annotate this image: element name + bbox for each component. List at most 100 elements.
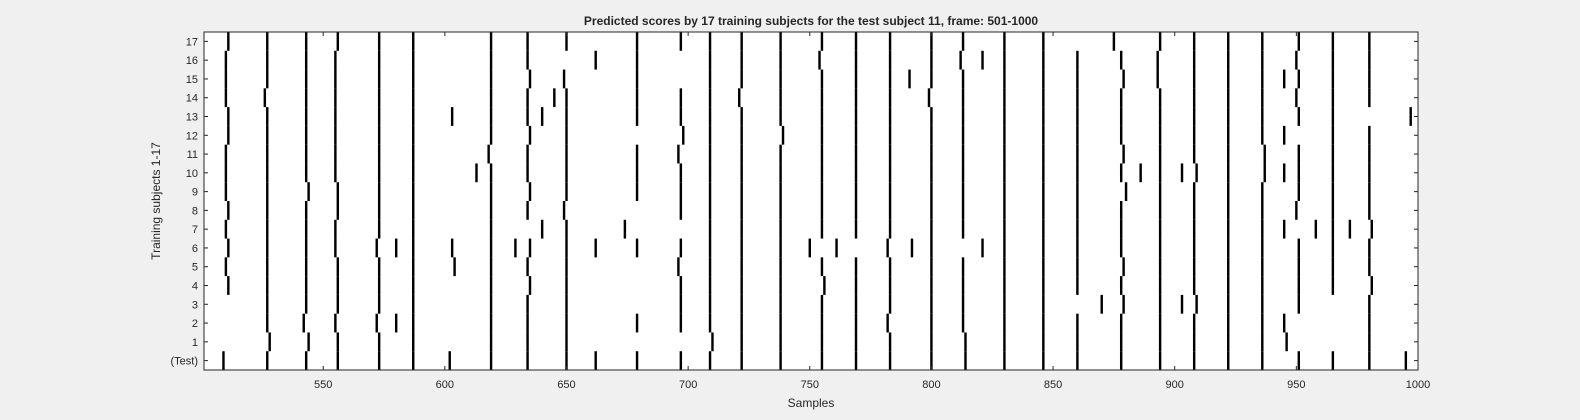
event-mark: [304, 219, 308, 239]
event-mark: [808, 238, 811, 258]
event-mark: [927, 88, 931, 108]
event-mark: [1122, 294, 1125, 314]
event-mark: [304, 201, 308, 220]
event-mark: [888, 257, 892, 277]
x-tick-label: 900: [1166, 379, 1184, 391]
y-tick-label: 8: [192, 205, 198, 217]
event-mark: [779, 294, 782, 314]
event-mark: [1119, 125, 1123, 145]
event-mark: [1119, 332, 1123, 352]
event-mark: [489, 238, 493, 258]
event-mark: [1331, 50, 1335, 70]
event-mark: [854, 32, 858, 51]
event-mark: [708, 257, 712, 277]
event-mark: [334, 238, 337, 258]
event-mark: [1368, 332, 1371, 352]
event-mark: [835, 238, 838, 258]
event-mark: [489, 163, 493, 183]
event-mark: [682, 125, 685, 145]
y-tick-label: 10: [186, 168, 198, 180]
event-mark: [489, 351, 493, 370]
event-mark: [475, 163, 478, 183]
event-mark: [224, 69, 228, 89]
y-tick-label: 14: [186, 93, 198, 105]
event-mark: [1368, 50, 1371, 70]
event-mark: [1119, 163, 1123, 183]
event-mark: [526, 351, 529, 370]
event-mark: [820, 351, 824, 370]
event-mark: [1368, 144, 1371, 164]
event-mark: [336, 332, 340, 352]
event-mark: [886, 238, 889, 258]
event-mark: [412, 107, 415, 126]
event-mark: [1076, 257, 1079, 277]
event-mark: [1076, 182, 1079, 201]
event-mark: [1158, 88, 1162, 108]
event-mark: [1042, 125, 1045, 145]
event-mark: [336, 294, 340, 314]
event-mark: [1119, 219, 1123, 239]
event-mark: [334, 163, 337, 183]
event-mark: [1227, 201, 1230, 220]
event-mark: [1261, 294, 1264, 314]
event-mark: [1282, 125, 1286, 145]
event-mark: [888, 332, 892, 352]
event-mark: [526, 88, 529, 108]
event-mark: [562, 69, 566, 89]
y-tick-label: (Test): [171, 356, 199, 368]
event-mark: [565, 88, 568, 108]
event-mark: [594, 238, 597, 258]
event-mark: [1042, 332, 1045, 352]
event-mark: [1297, 238, 1301, 258]
event-mark: [377, 50, 381, 70]
event-mark: [961, 313, 965, 333]
event-mark: [888, 163, 892, 183]
event-mark: [377, 201, 381, 220]
event-mark: [304, 276, 308, 295]
event-mark: [266, 125, 269, 145]
event-mark: [779, 88, 782, 108]
event-mark: [1119, 313, 1123, 333]
event-mark: [565, 313, 568, 333]
event-mark: [779, 332, 782, 352]
event-mark: [679, 238, 683, 258]
event-mark: [1158, 313, 1162, 333]
event-mark: [565, 257, 568, 277]
axes-box: [203, 31, 1419, 371]
event-mark: [412, 313, 415, 333]
event-mark: [377, 32, 381, 51]
event-mark: [377, 257, 381, 277]
event-mark: [740, 313, 743, 333]
event-mark: [565, 107, 568, 126]
event-mark: [526, 313, 529, 333]
event-mark: [1261, 107, 1264, 126]
event-mark: [1261, 276, 1264, 295]
event-mark: [227, 276, 230, 295]
x-tick-label: 700: [679, 379, 697, 391]
event-mark: [854, 50, 858, 70]
event-mark: [565, 182, 568, 201]
event-mark: [336, 201, 340, 220]
x-tick-label: 850: [1044, 379, 1062, 391]
event-mark: [1261, 32, 1264, 51]
event-mark: [779, 219, 782, 239]
event-mark: [307, 332, 310, 352]
y-tick-label: 5: [192, 262, 198, 274]
event-mark: [224, 50, 228, 70]
event-mark: [820, 182, 824, 201]
event-mark: [1119, 276, 1123, 295]
event-mark: [526, 107, 529, 126]
event-mark: [679, 351, 683, 370]
event-mark: [779, 50, 782, 70]
event-mark: [1195, 163, 1198, 183]
event-mark: [820, 163, 824, 183]
y-tick-label: 9: [192, 187, 198, 199]
event-mark: [1003, 144, 1006, 164]
event-mark: [266, 107, 269, 126]
event-mark: [224, 144, 228, 164]
event-mark: [489, 294, 493, 314]
event-mark: [1076, 144, 1079, 164]
event-mark: [930, 294, 933, 314]
event-mark: [961, 163, 965, 183]
